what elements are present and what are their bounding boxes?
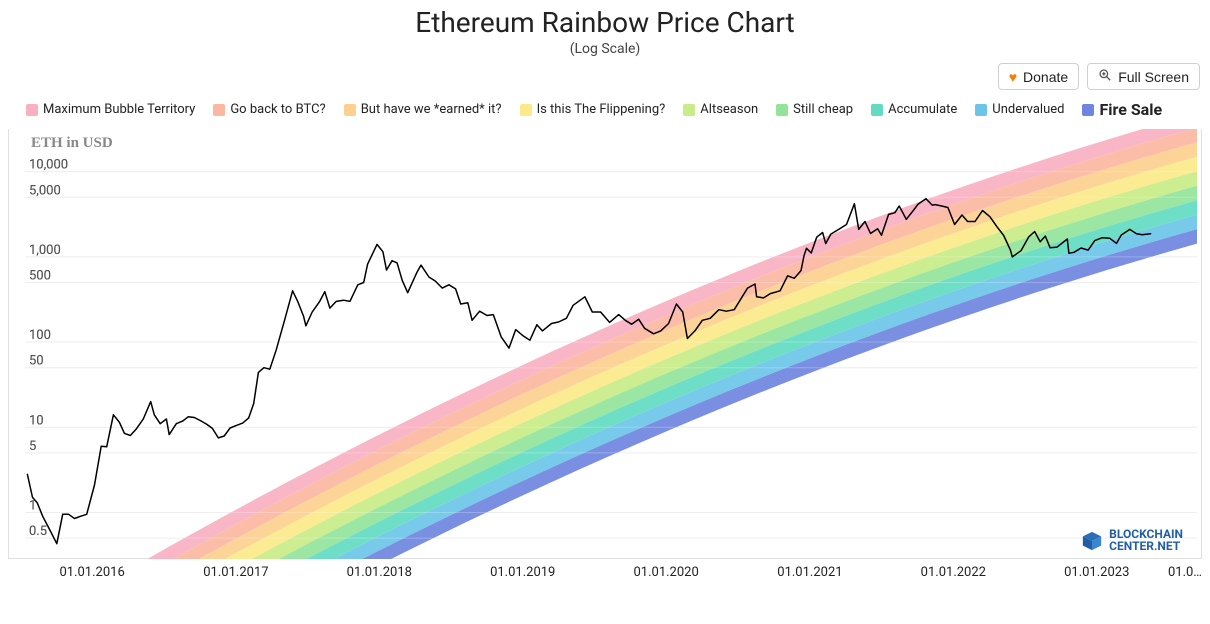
heart-icon: ♥ bbox=[1009, 69, 1017, 85]
legend-label: But have we *earned* it? bbox=[361, 102, 502, 117]
legend-label: Undervalued bbox=[992, 102, 1064, 117]
legend-item[interactable]: Undervalued bbox=[975, 102, 1064, 117]
donate-button[interactable]: ♥ Donate bbox=[998, 63, 1079, 90]
legend-swatch bbox=[1082, 104, 1094, 116]
svg-text:10: 10 bbox=[29, 413, 44, 428]
x-tick-label: 01.01.2020 bbox=[633, 565, 698, 580]
svg-text:1: 1 bbox=[29, 498, 36, 513]
legend-label: Maximum Bubble Territory bbox=[43, 102, 195, 117]
legend-swatch bbox=[213, 104, 225, 116]
legend-item[interactable]: Go back to BTC? bbox=[213, 102, 325, 117]
legend-swatch bbox=[520, 104, 532, 116]
chart-svg: 0.51510501005001,0005,00010,0000.5151050… bbox=[9, 129, 1201, 559]
legend-swatch bbox=[776, 104, 788, 116]
legend-label: Altseason bbox=[700, 102, 758, 117]
legend-item[interactable]: Still cheap bbox=[776, 102, 853, 117]
page-subtitle: (Log Scale) bbox=[8, 41, 1202, 57]
legend-swatch bbox=[344, 104, 356, 116]
x-tick-label: 01.01.2021 bbox=[777, 565, 842, 580]
watermark-line2: CENTER bbox=[1109, 539, 1154, 553]
toolbar: ♥ Donate Full Screen bbox=[8, 63, 1200, 90]
svg-text:100: 100 bbox=[29, 328, 51, 343]
legend-swatch bbox=[975, 104, 987, 116]
fullscreen-label: Full Screen bbox=[1118, 69, 1189, 85]
x-axis: 01.01.2016 01.01.2017 01.01.2018 01.01.2019… bbox=[8, 561, 1202, 593]
legend-label: Go back to BTC? bbox=[230, 102, 325, 117]
legend-label: Is this The Flippening? bbox=[537, 102, 666, 117]
svg-text:5,000: 5,000 bbox=[29, 183, 61, 198]
fullscreen-button[interactable]: Full Screen bbox=[1087, 63, 1200, 90]
svg-text:500: 500 bbox=[29, 268, 51, 283]
svg-text:1,000: 1,000 bbox=[29, 243, 61, 258]
legend-item[interactable]: Accumulate bbox=[871, 102, 957, 117]
legend-swatch bbox=[683, 104, 695, 116]
x-tick-label: 01.01.2022 bbox=[921, 565, 986, 580]
cube-icon bbox=[1081, 530, 1103, 552]
chart-area[interactable]: ETH in USD 0.5 1 5 10 50 100 500 1,000 5,000 10,0… bbox=[8, 129, 1202, 559]
legend-label: Still cheap bbox=[793, 102, 853, 117]
x-tick-label: 01.01.2023 bbox=[1064, 565, 1129, 580]
legend-swatch bbox=[26, 104, 38, 116]
watermark-suffix: .NET bbox=[1154, 539, 1180, 553]
legend-item[interactable]: But have we *earned* it? bbox=[344, 102, 502, 117]
legend-item[interactable]: Fire Sale bbox=[1082, 100, 1162, 119]
page-title: Ethereum Rainbow Price Chart bbox=[8, 6, 1202, 39]
svg-text:5: 5 bbox=[29, 439, 36, 454]
svg-text:10,000: 10,000 bbox=[29, 158, 68, 173]
svg-text:0.5: 0.5 bbox=[29, 524, 47, 539]
x-tick-label: 01.0… bbox=[1168, 565, 1202, 580]
watermark: BLOCKCHAIN CENTER.NET bbox=[1081, 529, 1183, 552]
legend-item[interactable]: Is this The Flippening? bbox=[520, 102, 666, 117]
magnifier-icon bbox=[1098, 68, 1112, 85]
legend-label: Accumulate bbox=[888, 102, 957, 117]
legend-item[interactable]: Maximum Bubble Territory bbox=[26, 102, 195, 117]
legend-swatch bbox=[871, 104, 883, 116]
x-tick-label: 01.01.2018 bbox=[347, 565, 412, 580]
svg-text:50: 50 bbox=[29, 354, 44, 369]
x-tick-label: 01.01.2016 bbox=[59, 565, 124, 580]
donate-label: Donate bbox=[1023, 69, 1068, 85]
y-axis-title: ETH in USD bbox=[31, 135, 113, 152]
legend-label: Fire Sale bbox=[1099, 100, 1162, 119]
legend: Maximum Bubble Territory Go back to BTC? B… bbox=[8, 96, 1202, 129]
x-tick-label: 01.01.2019 bbox=[490, 565, 555, 580]
x-tick-label: 01.01.2017 bbox=[203, 565, 268, 580]
legend-item[interactable]: Altseason bbox=[683, 102, 758, 117]
